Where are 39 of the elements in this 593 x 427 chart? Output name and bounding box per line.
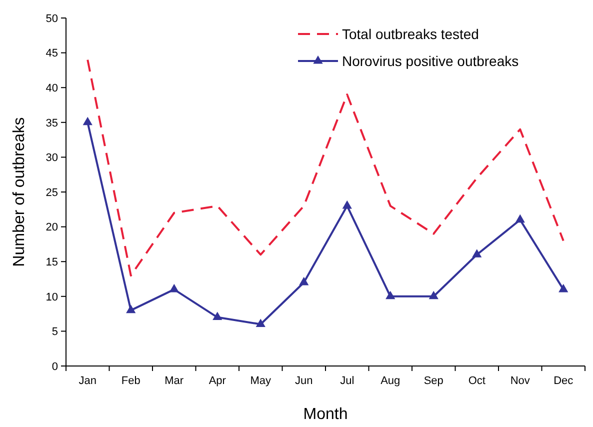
point (342, 200, 352, 209)
point (472, 249, 482, 258)
x-tick-label: Sep (424, 375, 444, 387)
point (299, 276, 309, 286)
x-tick-label: Nov (510, 375, 530, 387)
x-tick-label: Jun (295, 375, 313, 387)
point (169, 284, 179, 292)
y-tick-label: 15 (46, 256, 58, 268)
y-tick-label: 25 (46, 186, 58, 199)
x-tick-label: Jul (340, 375, 354, 387)
x-axis-title: Month (303, 406, 348, 423)
x-tick-label: Aug (380, 375, 400, 387)
y-tick-label: 0 (52, 360, 58, 373)
legend-label: Norovirus positive outbreaks (342, 52, 519, 69)
point (126, 304, 136, 314)
x-tick-label: May (250, 375, 272, 387)
y-tick-label: 30 (46, 152, 58, 164)
y-tick-label: 40 (46, 82, 58, 94)
point (256, 318, 266, 328)
x-tick-label: Apr (208, 375, 226, 387)
point (558, 284, 568, 292)
y-tick-label: 10 (46, 291, 58, 304)
y-tick-label: 35 (46, 117, 58, 130)
y-tick-label: 5 (52, 326, 58, 338)
y-tick-label: 45 (46, 48, 58, 60)
point (515, 214, 525, 223)
point (82, 116, 92, 126)
x-tick-label: Feb (121, 375, 140, 387)
legend-label: Total outbreaks tested (342, 26, 479, 42)
x-tick-label: Dec (554, 375, 574, 387)
x-tick-label: Jan (78, 375, 96, 387)
y-tick-label: 20 (46, 222, 58, 234)
y-tick-label: 50 (46, 12, 58, 25)
point (212, 312, 222, 320)
point (386, 290, 396, 300)
y-axis-title: Number of outbreaks (11, 117, 28, 267)
x-tick-label: Mar (164, 375, 184, 387)
point (428, 290, 438, 300)
x-tick-label: Oct (468, 375, 486, 387)
